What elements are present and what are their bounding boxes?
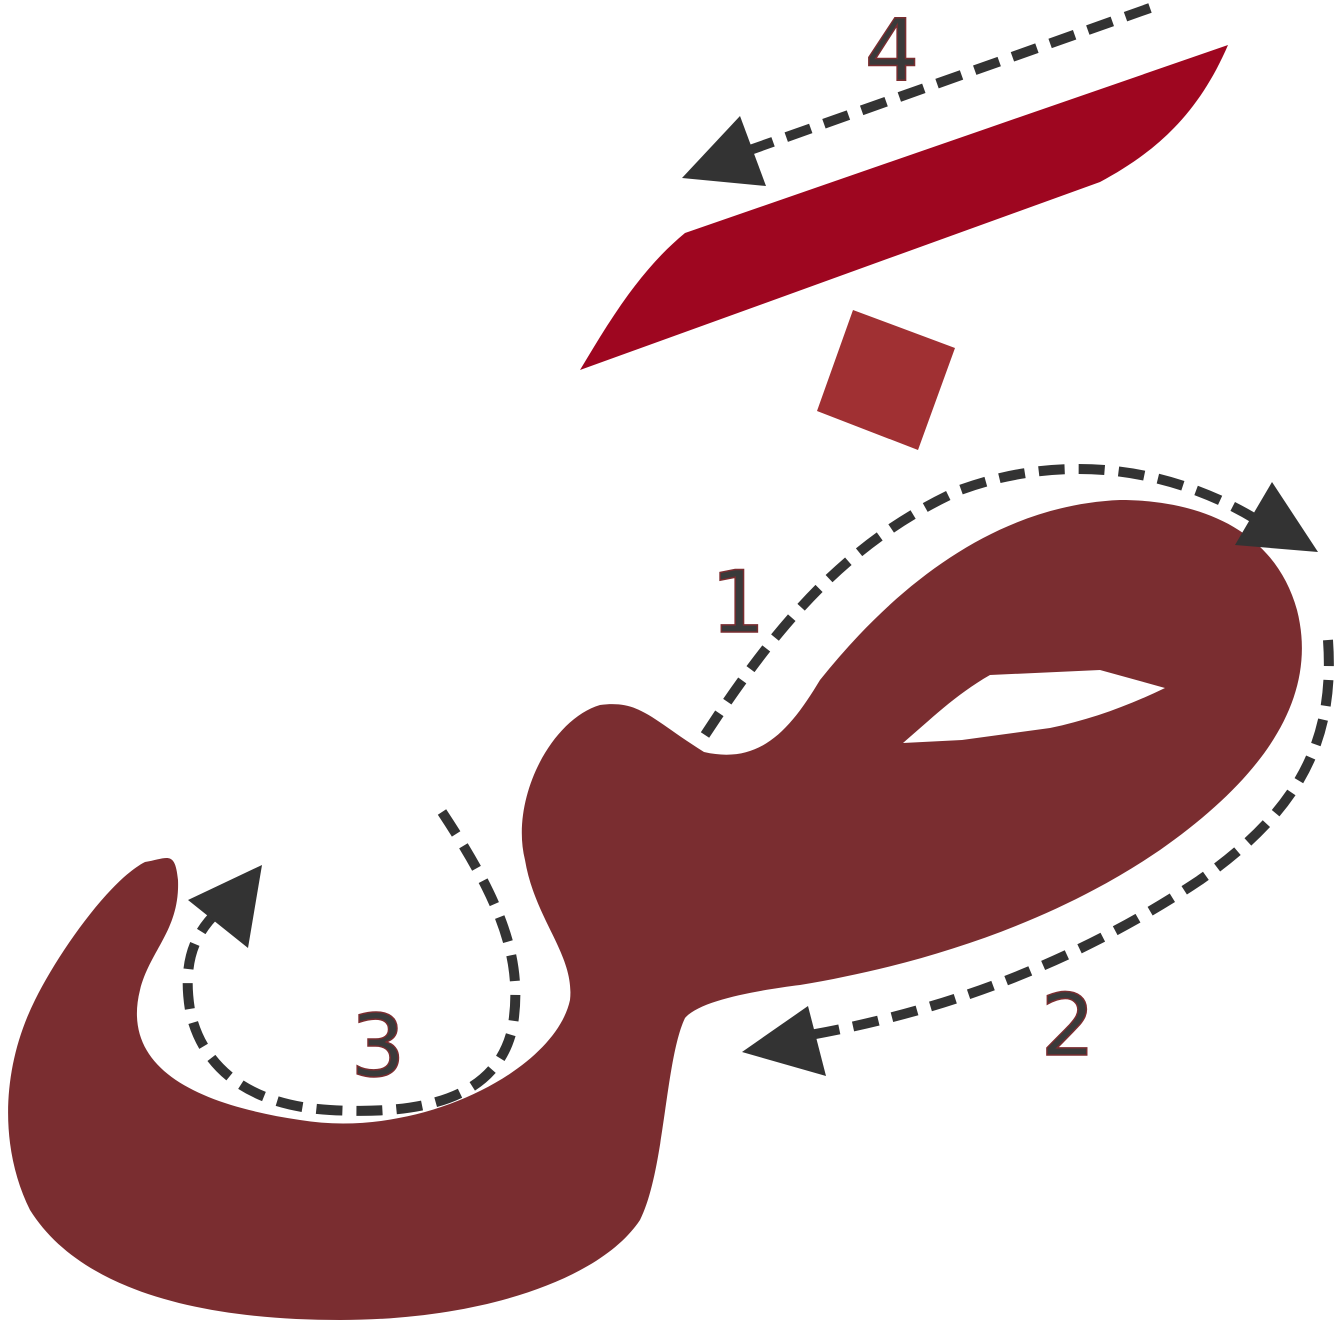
step-label-1: 1 bbox=[711, 553, 766, 653]
step-label-3: 3 bbox=[351, 997, 406, 1097]
letter-body bbox=[8, 500, 1302, 1320]
arrowhead-icon bbox=[682, 116, 766, 186]
arrowhead-icon bbox=[188, 865, 262, 948]
guide-path-2 bbox=[809, 639, 1334, 1040]
arrowhead-icon bbox=[742, 1006, 826, 1076]
step-label-4: 4 bbox=[865, 1, 920, 101]
step-label-2: 2 bbox=[1041, 976, 1096, 1076]
guide-path-1 bbox=[700, 463, 1268, 738]
top-stroke bbox=[580, 45, 1228, 370]
guide-path-4 bbox=[748, 3, 1152, 155]
arrowhead-icon bbox=[1235, 482, 1318, 552]
square-dot bbox=[817, 310, 955, 450]
guide-path-3 bbox=[182, 809, 521, 1116]
